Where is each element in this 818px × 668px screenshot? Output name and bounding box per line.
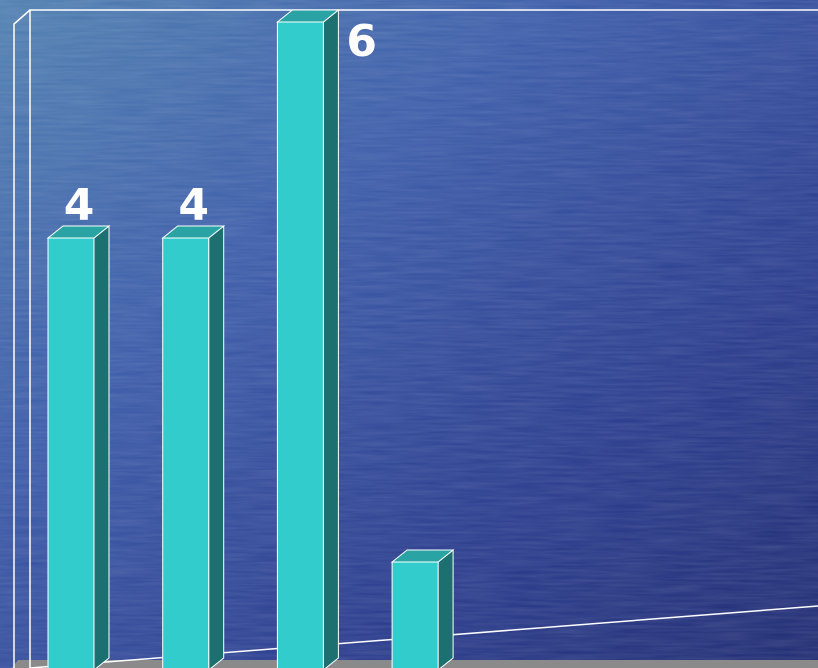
data-label: 6 bbox=[346, 16, 377, 67]
data-label: 4 bbox=[178, 180, 209, 231]
bar-front bbox=[276, 21, 324, 668]
bar-front bbox=[162, 237, 210, 668]
bar-front bbox=[391, 561, 439, 668]
bars: 4 4 6 bbox=[46, 8, 455, 668]
data-label: 4 bbox=[64, 180, 95, 231]
bar bbox=[161, 224, 226, 668]
bar-side bbox=[208, 224, 225, 668]
bar bbox=[275, 8, 340, 668]
bar bbox=[390, 548, 455, 668]
bar-side bbox=[437, 548, 454, 668]
bar-front bbox=[47, 237, 95, 668]
bar-side bbox=[93, 224, 110, 668]
bar-side bbox=[322, 8, 339, 668]
bar bbox=[46, 224, 111, 668]
